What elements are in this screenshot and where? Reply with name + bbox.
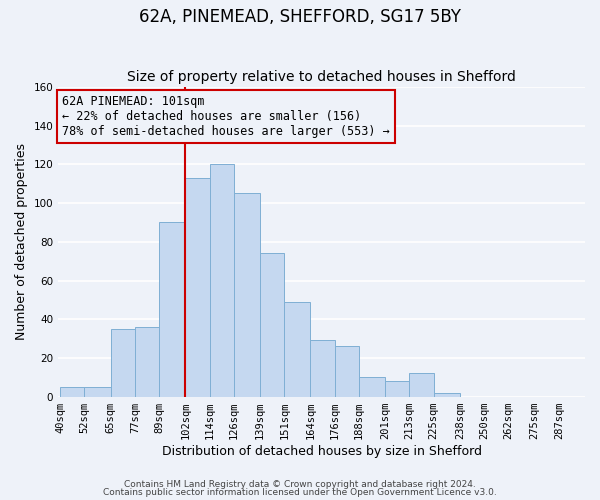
Bar (60, 387, 85, 396)
Text: 62A, PINEMEAD, SHEFFORD, SG17 5BY: 62A, PINEMEAD, SHEFFORD, SG17 5BY (139, 8, 461, 26)
Text: 62A PINEMEAD: 101sqm
← 22% of detached houses are smaller (156)
78% of semi-deta: 62A PINEMEAD: 101sqm ← 22% of detached h… (62, 95, 390, 138)
Bar (284, 302, 310, 396)
Bar (135, 327, 159, 396)
Text: Contains public sector information licensed under the Open Government Licence v3: Contains public sector information licen… (103, 488, 497, 497)
Bar (110, 329, 135, 396)
Bar (335, 346, 359, 397)
Bar (409, 374, 434, 396)
Bar (85, 387, 110, 396)
Bar (260, 254, 284, 396)
Bar (359, 377, 385, 396)
Bar (385, 381, 409, 396)
Bar (159, 222, 185, 396)
Title: Size of property relative to detached houses in Shefford: Size of property relative to detached ho… (127, 70, 516, 85)
Y-axis label: Number of detached properties: Number of detached properties (15, 144, 28, 340)
Bar (310, 340, 335, 396)
Bar (234, 194, 260, 396)
Bar (185, 178, 209, 396)
Text: Contains HM Land Registry data © Crown copyright and database right 2024.: Contains HM Land Registry data © Crown c… (124, 480, 476, 489)
Bar (434, 392, 460, 396)
Bar (209, 164, 234, 396)
X-axis label: Distribution of detached houses by size in Shefford: Distribution of detached houses by size … (161, 444, 482, 458)
